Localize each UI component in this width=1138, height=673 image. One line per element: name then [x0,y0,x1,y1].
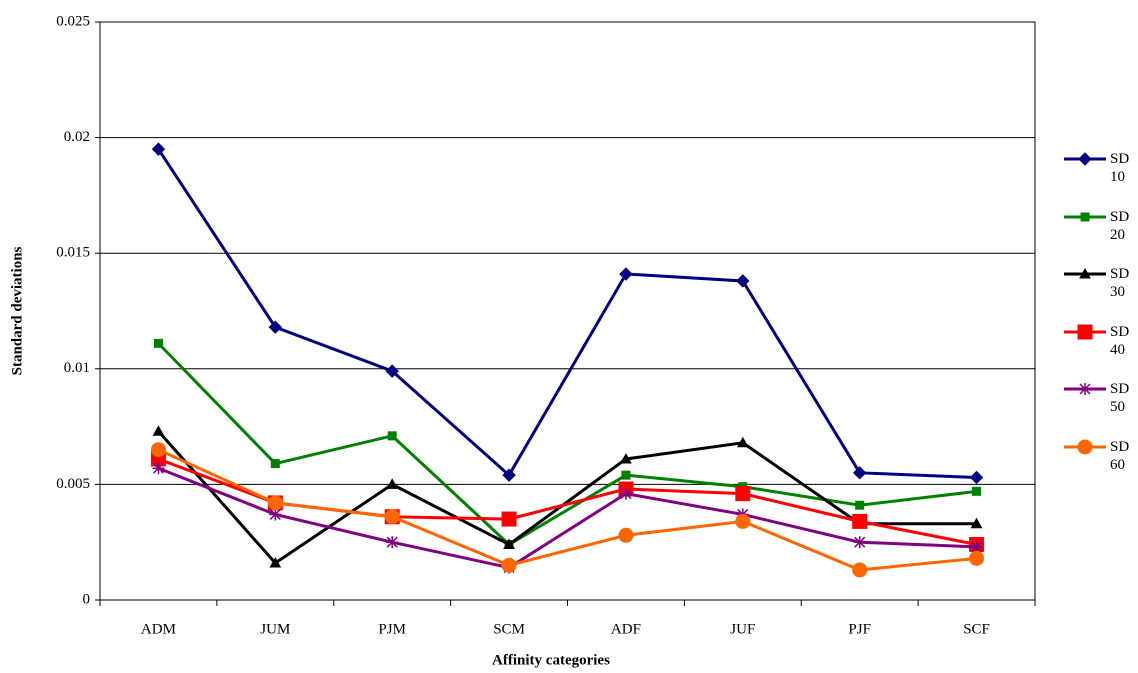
legend-label: SD 60 [1110,438,1130,473]
marker [1078,152,1092,166]
marker [501,511,517,527]
legend-label: SD 20 [1110,208,1130,243]
marker [855,500,865,510]
marker [268,320,283,334]
marker [150,442,166,458]
marker [852,466,867,480]
marker [618,527,634,543]
series-line [157,430,977,565]
marker [620,452,632,464]
marker [969,470,984,485]
marker [385,364,399,378]
legend-swatch [1064,324,1106,339]
marker [387,431,397,441]
x-tick-label: JUM [260,621,290,637]
y-tick-label: 0.01 [64,360,90,376]
legend-label: SD 10 [1110,151,1130,185]
legend-item: SD 20 [1062,208,1136,244]
marker [503,538,515,550]
marker [619,267,633,281]
marker [1077,324,1093,339]
marker [1077,439,1093,454]
legend-label: SD 50 [1110,381,1130,415]
marker [736,436,749,448]
legend-swatch [1064,267,1106,279]
marker [151,142,166,156]
legend-item: SD 30 [1062,265,1136,301]
x-axis-title: Affinity categories [492,652,610,668]
y-tick-label: 0 [83,591,91,607]
series-line [157,466,977,570]
marker [386,478,399,489]
marker [269,508,282,521]
x-tick-label: SCM [493,621,525,637]
marker [852,562,868,578]
marker [152,462,165,475]
legend-item: SD 60 [1062,438,1136,474]
marker [269,556,282,568]
marker [1080,212,1090,221]
y-tick-label: 0.015 [56,245,90,261]
marker [619,487,632,500]
legend-item: SD 10 [1062,150,1136,186]
y-tick-label: 0.005 [56,476,90,492]
marker [970,540,983,553]
marker [735,513,751,529]
x-tick-label: PJF [848,621,871,637]
y-tick-label: 0.02 [64,129,90,145]
y-tick-label: 0.025 [56,13,90,29]
marker [384,509,400,525]
plot-frame [99,21,1036,601]
marker [970,517,983,529]
legend-label: SD 30 [1110,266,1130,300]
legend-item: SD 40 [1062,323,1136,359]
marker [270,459,280,469]
marker [153,338,163,348]
marker [852,513,868,529]
x-tick-label: SCF [963,621,990,637]
marker [152,425,165,436]
series-line [157,342,977,547]
marker [1079,383,1091,395]
x-tick-label: ADM [141,621,176,637]
marker [502,468,516,482]
marker [1079,267,1091,279]
x-tick-label: ADF [611,621,641,637]
legend-item: SD 50 [1062,380,1136,416]
legend-swatch [1064,152,1106,166]
marker [621,470,631,480]
series-line [157,148,977,479]
marker [736,274,750,288]
x-tick-label: JUF [730,621,755,637]
legend-swatch [1064,439,1106,454]
marker [501,557,517,573]
legend-swatch [1064,212,1106,221]
marker [386,536,399,549]
marker [972,486,982,496]
marker [969,550,985,566]
series-line [157,448,977,572]
marker [735,486,751,502]
marker [267,495,283,511]
x-tick-label: PJM [378,621,406,637]
marker [853,536,866,549]
legend-label: SD 40 [1110,323,1130,358]
y-axis-title: Standard deviations [9,246,25,375]
legend-swatch [1064,383,1106,395]
